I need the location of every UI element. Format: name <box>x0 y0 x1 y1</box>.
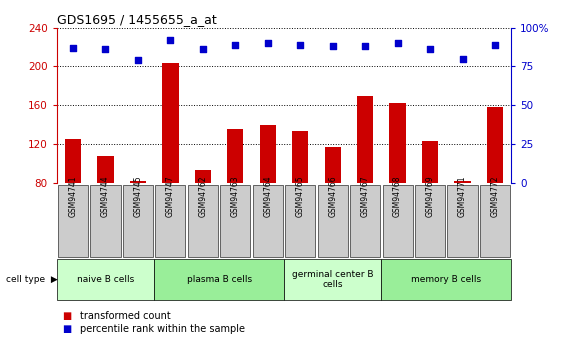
Point <box>425 47 435 52</box>
Point <box>263 40 272 46</box>
Text: GSM94767: GSM94767 <box>361 175 370 217</box>
Point <box>69 45 78 50</box>
Text: germinal center B
cells: germinal center B cells <box>292 270 373 289</box>
Bar <box>324 147 341 183</box>
Bar <box>97 156 114 183</box>
Point <box>328 43 337 49</box>
Text: ■: ■ <box>62 310 72 321</box>
Bar <box>292 131 308 183</box>
Bar <box>130 181 146 183</box>
Text: GSM94764: GSM94764 <box>264 175 272 217</box>
Point <box>361 43 370 49</box>
Bar <box>390 103 406 183</box>
Text: GSM94763: GSM94763 <box>231 175 240 217</box>
Point <box>458 56 467 61</box>
Text: cell type  ▶: cell type ▶ <box>6 275 57 284</box>
Bar <box>260 125 276 183</box>
Bar <box>454 181 471 183</box>
Text: percentile rank within the sample: percentile rank within the sample <box>80 324 244 334</box>
Point <box>101 47 110 52</box>
Bar <box>487 107 503 183</box>
Text: GSM94771: GSM94771 <box>458 176 467 217</box>
Point <box>166 37 175 43</box>
Point <box>231 42 240 47</box>
Point <box>198 47 207 52</box>
Text: GSM94741: GSM94741 <box>69 176 77 217</box>
Text: GSM94745: GSM94745 <box>133 175 143 217</box>
Bar <box>422 141 438 183</box>
Text: ■: ■ <box>62 324 72 334</box>
Point <box>490 42 499 47</box>
Bar <box>357 96 373 183</box>
Point <box>296 42 305 47</box>
Text: GSM94744: GSM94744 <box>101 175 110 217</box>
Text: GSM94769: GSM94769 <box>425 175 435 217</box>
Text: GSM94768: GSM94768 <box>393 176 402 217</box>
Point <box>393 40 402 46</box>
Text: GSM94772: GSM94772 <box>491 176 499 217</box>
Text: GSM94747: GSM94747 <box>166 175 175 217</box>
Bar <box>195 170 211 183</box>
Text: memory B cells: memory B cells <box>411 275 481 284</box>
Text: GSM94765: GSM94765 <box>296 175 304 217</box>
Point <box>133 57 143 63</box>
Text: plasma B cells: plasma B cells <box>186 275 252 284</box>
Bar <box>227 129 244 183</box>
Text: transformed count: transformed count <box>80 310 170 321</box>
Bar <box>65 139 81 183</box>
Text: naive B cells: naive B cells <box>77 275 134 284</box>
Bar <box>162 62 178 183</box>
Text: GDS1695 / 1455655_a_at: GDS1695 / 1455655_a_at <box>57 13 216 27</box>
Text: GSM94762: GSM94762 <box>198 176 207 217</box>
Text: GSM94766: GSM94766 <box>328 175 337 217</box>
